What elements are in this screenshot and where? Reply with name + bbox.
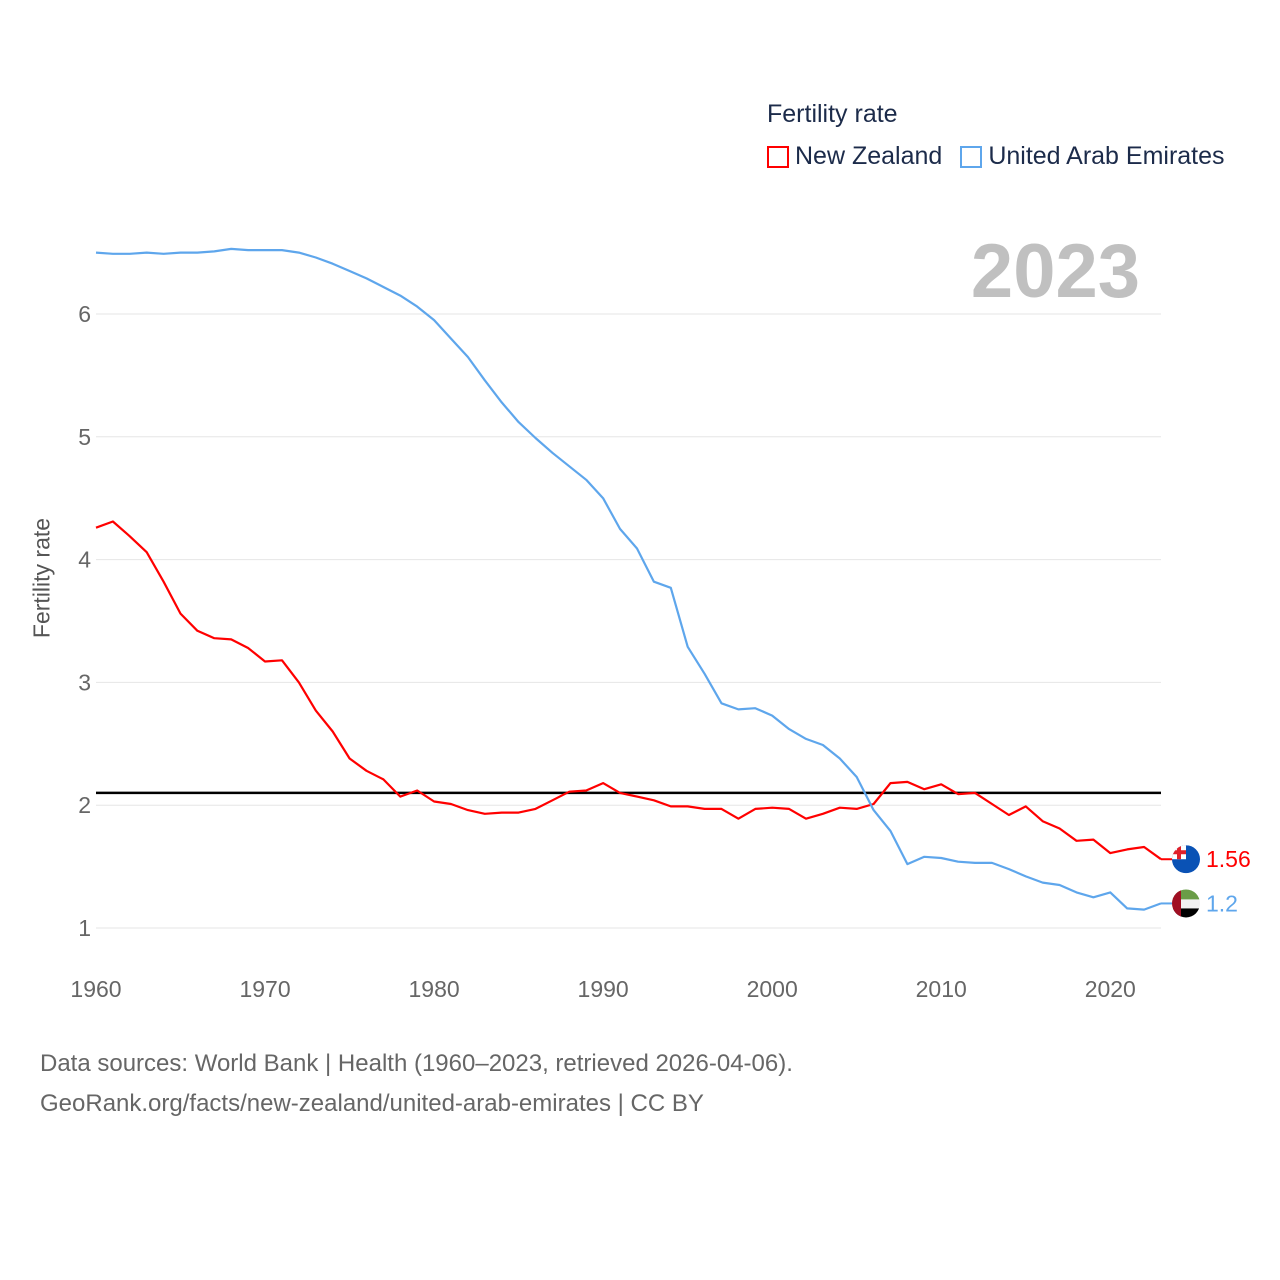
y-tick-label: 1 <box>78 915 91 941</box>
legend-label: United Arab Emirates <box>988 142 1225 170</box>
footer: Data sources: World Bank | Health (1960–… <box>40 1044 793 1124</box>
footer-source: Data sources: World Bank | Health (1960–… <box>40 1050 793 1077</box>
x-tick-label: 1980 <box>409 976 460 1002</box>
y-tick-label: 3 <box>78 669 91 695</box>
legend-swatch <box>960 145 983 168</box>
legend-title: Fertility rate <box>767 100 898 128</box>
x-tick-label: 2020 <box>1085 976 1136 1002</box>
x-tick-label: 1990 <box>578 976 629 1002</box>
legend-item-new-zealand[interactable]: New Zealand <box>767 142 942 171</box>
year-label: 2023 <box>970 229 1140 314</box>
series-line-new-zealand <box>95 520 1162 861</box>
x-tick-label: 1960 <box>70 976 121 1002</box>
y-tick-label: 6 <box>78 301 91 327</box>
y-tick-label: 5 <box>78 424 91 450</box>
y-tick-label: 2 <box>78 792 91 818</box>
legend: New Zealand United Arab Emirates <box>767 142 1225 171</box>
flag-icon-uae <box>1172 889 1200 918</box>
x-tick-label: 1970 <box>239 976 290 1002</box>
y-tick-label: 4 <box>78 547 91 573</box>
x-tick-label: 2010 <box>916 976 967 1002</box>
series-line-uae <box>95 247 1162 911</box>
legend-swatch <box>767 145 789 168</box>
legend-label: New Zealand <box>795 142 943 170</box>
flag-icon-new-zealand <box>1172 845 1200 874</box>
end-value-label: 1.2 <box>1206 890 1238 916</box>
end-value-label: 1.56 <box>1206 846 1251 872</box>
legend-item-uae[interactable]: United Arab Emirates <box>960 142 1225 171</box>
x-tick-label: 2000 <box>747 976 798 1002</box>
footer-link[interactable]: GeoRank.org/facts/new-zealand/united-ara… <box>40 1090 704 1117</box>
